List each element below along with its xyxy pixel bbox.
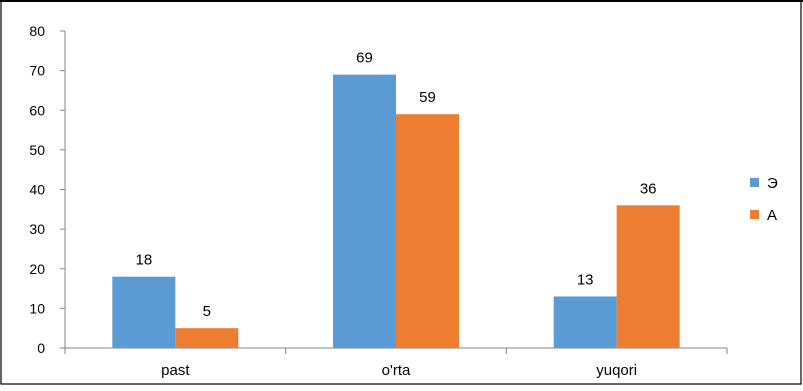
bar-series2 bbox=[396, 114, 459, 349]
data-label: 59 bbox=[419, 89, 436, 106]
x-tick-label: past bbox=[161, 362, 190, 379]
y-tick-label: 10 bbox=[29, 300, 45, 316]
legend-swatch bbox=[750, 178, 759, 187]
y-tick-label: 50 bbox=[29, 142, 45, 158]
y-tick-label: 0 bbox=[37, 340, 45, 356]
bar-series1 bbox=[112, 276, 176, 348]
y-tick-label: 30 bbox=[29, 221, 45, 237]
legend-label: Э bbox=[767, 175, 778, 192]
y-tick-label: 20 bbox=[29, 261, 45, 277]
bar-series2 bbox=[616, 205, 680, 348]
data-label: 18 bbox=[135, 252, 152, 269]
legend-swatch bbox=[750, 210, 759, 219]
data-label: 13 bbox=[577, 271, 594, 288]
x-tick-label: o'rta bbox=[382, 362, 411, 379]
bar-series2 bbox=[175, 328, 239, 348]
data-label: 36 bbox=[640, 180, 657, 197]
y-tick-label: 80 bbox=[29, 23, 45, 39]
x-tick-label: yuqori bbox=[596, 362, 637, 379]
y-tick-label: 70 bbox=[29, 63, 45, 79]
legend-label: A bbox=[767, 207, 777, 224]
y-tick-label: 60 bbox=[29, 102, 45, 118]
y-tick-label: 40 bbox=[29, 182, 45, 198]
bar-series1 bbox=[333, 74, 396, 349]
data-label: 5 bbox=[203, 303, 211, 320]
bar-series1 bbox=[553, 296, 617, 348]
data-label: 69 bbox=[356, 50, 373, 67]
